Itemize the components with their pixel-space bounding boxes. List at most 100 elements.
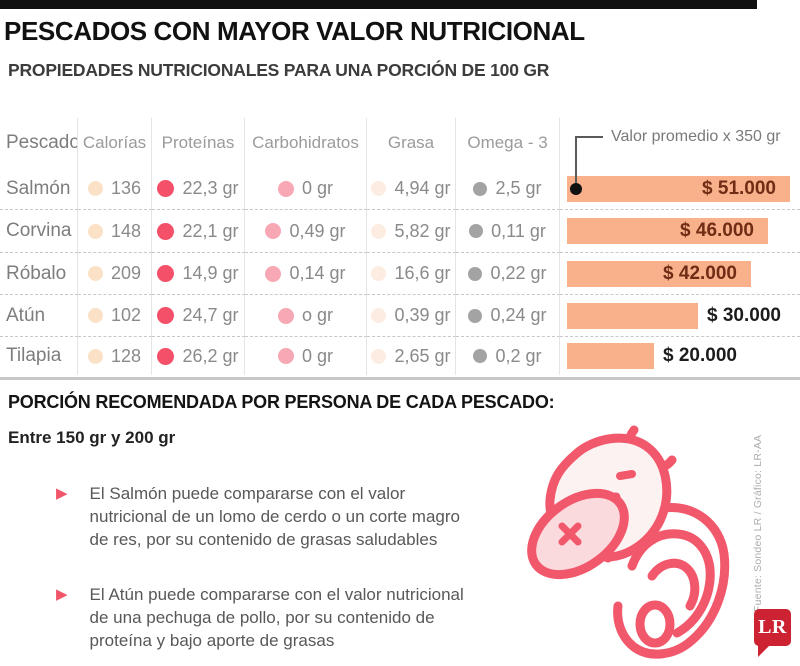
bar-callout-dot — [570, 183, 582, 195]
proteinas-dot — [157, 222, 175, 240]
carbohidratos-dot — [277, 348, 294, 364]
price-bar-cell: $ 20.000 — [560, 337, 800, 375]
price-bar — [567, 260, 751, 287]
carbohidratos-dot — [265, 223, 282, 239]
grasa-dot — [371, 181, 387, 196]
column-header-carbohidratos: Carbohidratos — [245, 118, 367, 168]
proteinas-cell: 26,2 gr — [152, 337, 245, 375]
carbohidratos-cell: 0,14 gr — [245, 253, 367, 295]
calorias-value: 209 — [110, 263, 142, 283]
proteinas-dot — [157, 265, 175, 282]
calorias-value: 102 — [110, 305, 142, 325]
calorias-cell: 136 — [78, 168, 152, 210]
section-divider — [0, 377, 800, 380]
proteinas-value: 22,3 gr — [182, 178, 239, 198]
grasa-dot — [371, 223, 387, 239]
column-header-pescado: Pescado — [0, 118, 78, 168]
carbohidratos-value: 0,49 gr — [289, 220, 346, 241]
grasa-cell: 0,39 gr — [367, 295, 456, 337]
calorias-dot — [87, 348, 103, 364]
price-bar — [567, 218, 768, 244]
proteinas-cell: 22,3 gr — [152, 168, 245, 210]
grasa-value: 5,82 gr — [394, 220, 451, 241]
lr-logo-tail — [758, 644, 771, 657]
fish-name: Corvina — [0, 210, 78, 253]
price-bar — [567, 343, 654, 369]
price-bar-cell: $ 46.000 — [560, 210, 800, 253]
price-label: $ 20.000 — [663, 345, 737, 366]
calorias-cell: 102 — [78, 295, 152, 337]
recommendation-heading: PORCIÓN RECOMENDADA POR PERSONA DE CADA … — [8, 392, 555, 412]
fish-name: Salmón — [0, 168, 78, 210]
carbohidratos-value: 0,14 gr — [289, 263, 346, 283]
calorias-dot — [87, 266, 103, 281]
grasa-cell: 2,65 gr — [367, 337, 456, 375]
calorias-cell: 148 — [78, 210, 152, 253]
grasa-value: 16,6 gr — [394, 263, 451, 283]
proteinas-dot — [157, 180, 175, 197]
price-bar — [567, 175, 790, 202]
calorias-cell: 209 — [78, 253, 152, 295]
top-black-bar — [0, 0, 757, 9]
calorias-dot — [87, 223, 103, 239]
calorias-dot — [87, 181, 103, 196]
bar-callout-connector — [575, 136, 603, 185]
omega3-value: 0,2 gr — [495, 345, 542, 366]
carbohidratos-cell: 0,49 gr — [245, 210, 367, 253]
carbohidratos-cell: o gr — [245, 295, 367, 337]
price-bar — [567, 302, 698, 329]
calorias-value: 136 — [110, 178, 142, 198]
nutrition-table: Pescado Calorías Proteínas Carbohidratos… — [0, 118, 800, 375]
grasa-value: 2,65 gr — [394, 345, 451, 366]
proteinas-value: 14,9 gr — [182, 263, 239, 283]
lr-logo-text: LR — [758, 616, 787, 638]
calorias-dot — [87, 308, 103, 323]
omega3-dot — [473, 349, 488, 363]
bullet-item-atun: ▶ El Atún puede compararse con el valor … — [56, 583, 464, 652]
omega3-cell: 0,11 gr — [456, 210, 560, 253]
bar-column-label: Valor promedio x 350 gr — [611, 128, 781, 145]
calorias-value: 148 — [110, 220, 142, 241]
lr-logo: LR — [754, 609, 791, 646]
omega3-value: 0,22 gr — [490, 263, 547, 283]
price-label: $ 46.000 — [680, 220, 754, 241]
omega3-dot — [469, 224, 484, 238]
column-header-omega3: Omega - 3 — [456, 118, 560, 168]
price-label: $ 51.000 — [702, 177, 776, 199]
omega3-cell: 2,5 gr — [456, 168, 560, 210]
proteinas-value: 22,1 gr — [182, 220, 239, 241]
omega3-value: 2,5 gr — [495, 178, 542, 198]
grasa-dot — [371, 266, 387, 281]
omega3-value: 0,24 gr — [490, 305, 547, 325]
column-header-proteinas: Proteínas — [152, 118, 245, 168]
grasa-cell: 16,6 gr — [367, 253, 456, 295]
price-bar-cell: $ 42.000 — [560, 253, 800, 295]
carbohidratos-cell: 0 gr — [245, 337, 367, 375]
grasa-cell: 5,82 gr — [367, 210, 456, 253]
carbohidratos-dot — [277, 180, 294, 197]
column-header-calorias: Calorías — [78, 118, 152, 168]
price-bar-cell: $ 51.000 — [560, 168, 800, 210]
page-subtitle: PROPIEDADES NUTRICIONALES PARA UNA PORCI… — [8, 60, 550, 80]
calorias-cell: 128 — [78, 337, 152, 375]
triangle-bullet-icon: ▶ — [56, 586, 68, 603]
omega3-cell: 0,22 gr — [456, 253, 560, 295]
fish-name: Tilapia — [0, 337, 78, 375]
fish-name: Atún — [0, 295, 78, 337]
proteinas-cell: 24,7 gr — [152, 295, 245, 337]
omega3-value: 0,11 gr — [491, 220, 546, 241]
bullet-text: El Atún puede compararse con el valor nu… — [89, 585, 464, 650]
carbohidratos-value: 0 gr — [301, 345, 334, 366]
carbohidratos-value: 0 gr — [301, 178, 334, 198]
salmon-fish-illustration — [522, 416, 742, 666]
page-title: PESCADOS CON MAYOR VALOR NUTRICIONAL — [4, 16, 585, 46]
omega3-dot — [468, 266, 483, 281]
proteinas-dot — [157, 307, 175, 324]
source-text: Fuente: Sondeo LR / Gráfico: LR-AA — [752, 434, 764, 612]
fish-name: Róbalo — [0, 253, 78, 295]
grasa-value: 0,39 gr — [394, 305, 451, 325]
bullet-text: El Salmón puede compararse con el valor … — [89, 484, 460, 549]
carbohidratos-value: o gr — [301, 305, 334, 325]
price-label: $ 42.000 — [663, 262, 737, 284]
proteinas-dot — [157, 347, 175, 365]
